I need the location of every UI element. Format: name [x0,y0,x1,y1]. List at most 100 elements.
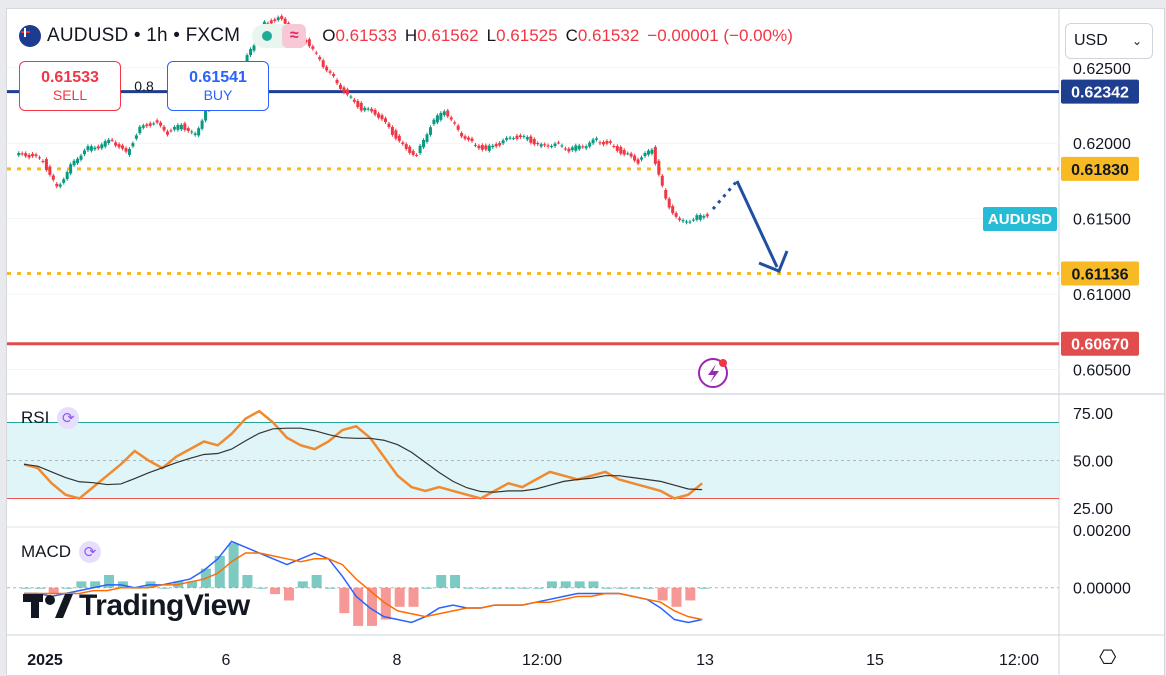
candle-body [473,144,477,146]
macd-histogram-bar [62,587,73,589]
level-tag [1061,261,1139,286]
macd-histogram-bar [76,581,87,588]
candle-body [96,146,100,149]
candle-body [556,142,560,144]
macd-histogram-bar [159,587,170,589]
sell-button[interactable]: 0.61533 SELL [19,61,121,111]
rsi-line [23,409,703,500]
candle-body [702,216,706,218]
candle-body [550,146,554,148]
candle-body [674,213,678,217]
candle-body [408,146,412,153]
candle-body [595,138,599,140]
candle-body [370,108,374,112]
candle-body [55,183,59,187]
macd-histogram-bar [242,575,253,588]
candle-body [449,117,453,120]
candle-body [619,147,623,154]
candle-body [328,71,332,73]
candle-body [404,144,408,149]
candle-body [114,142,118,146]
macd-histogram-bar [685,587,696,601]
symbol-header: AUDUSD • 1h • FXCM ≈ O0.61533 H0.61562 L… [19,23,793,49]
candle-body [345,89,349,95]
rsi-tick-label: 75.00 [1073,406,1113,423]
candle-body [72,160,76,166]
candle-body [141,125,145,128]
candle-body [498,142,502,146]
candle-body [470,138,474,142]
candle-body [307,39,311,47]
candle-body [491,145,495,148]
candle-body [44,159,48,170]
candle-body [183,123,187,130]
macd-histogram-bar [283,587,294,601]
candle-body [197,128,201,136]
level-tag-label: 0.60670 [1071,337,1129,354]
ohlc-values: O0.61533 H0.61562 L0.61525 C0.61532 −0.0… [322,26,793,46]
macd-histogram-bar [394,587,405,607]
candle-body [359,102,363,111]
macd-histogram-bar [450,575,461,588]
market-open-dot-icon [262,31,273,41]
candle-body [591,139,595,144]
candle-body [522,136,526,138]
candle-body [515,135,519,139]
candle-body [415,154,419,156]
tradingview-logo[interactable]: TradingView [23,589,250,623]
currency-select[interactable]: USD ⌄ [1065,23,1153,59]
refresh-icon[interactable]: ⟳ [57,407,80,429]
candle-body [688,221,692,223]
candle-body [79,155,83,160]
candle-body [325,66,329,71]
candle-body [705,214,709,217]
candle-body [24,153,28,157]
buy-button[interactable]: 0.61541 BUY [167,61,269,111]
candle-body [356,100,360,108]
candle-body [82,150,86,155]
macd-indicator-label[interactable]: MACD ⟳ [21,541,102,563]
market-status-pill[interactable]: ≈ [252,24,307,48]
macd-histogram-bar [588,581,599,588]
level-tag-label: 0.62342 [1071,85,1129,102]
candle-body [276,17,280,20]
candle-body [349,96,353,98]
macd-histogram-bar [311,575,322,588]
candle-body [508,137,512,139]
low-label: L [486,26,497,45]
y-tick-label: 0.60500 [1073,362,1131,379]
candle-body [636,159,640,164]
macd-histogram-bar [436,575,447,588]
symbol-title[interactable]: AUDUSD • 1h • FXCM [47,25,241,46]
candle-body [512,138,516,140]
tradingview-logo-icon [23,594,73,618]
trade-buttons: 0.61533 SELL 0.8 0.61541 BUY [19,61,269,111]
x-tick-label: 2025 [27,652,63,669]
high-label: H [404,26,418,45]
candle-body [650,149,654,154]
candle-body [581,146,585,148]
refresh-icon[interactable]: ⟳ [79,541,102,563]
candle-body [252,45,256,51]
settings-icon[interactable]: ⎔ [1099,647,1117,669]
candle-body [134,135,138,139]
macd-tick-label: 0.00200 [1073,523,1131,540]
candle-body [62,179,66,183]
candle-body [678,218,682,220]
candle-body [145,124,149,127]
candle-body [162,126,166,131]
candle-body [529,136,533,143]
candle-body [51,175,55,180]
candle-body [567,148,571,152]
candle-body [612,145,616,147]
level-tag [1061,156,1139,181]
candle-body [546,145,550,147]
candle-body [494,144,498,147]
candle-body [487,145,491,151]
candle-body [640,157,644,160]
rsi-indicator-label[interactable]: RSI ⟳ [21,407,80,429]
macd-histogram-bar [505,587,516,589]
x-tick-label: 12:00 [522,652,562,669]
open-value: 0.61533 [335,26,397,45]
candle-body [505,137,509,140]
